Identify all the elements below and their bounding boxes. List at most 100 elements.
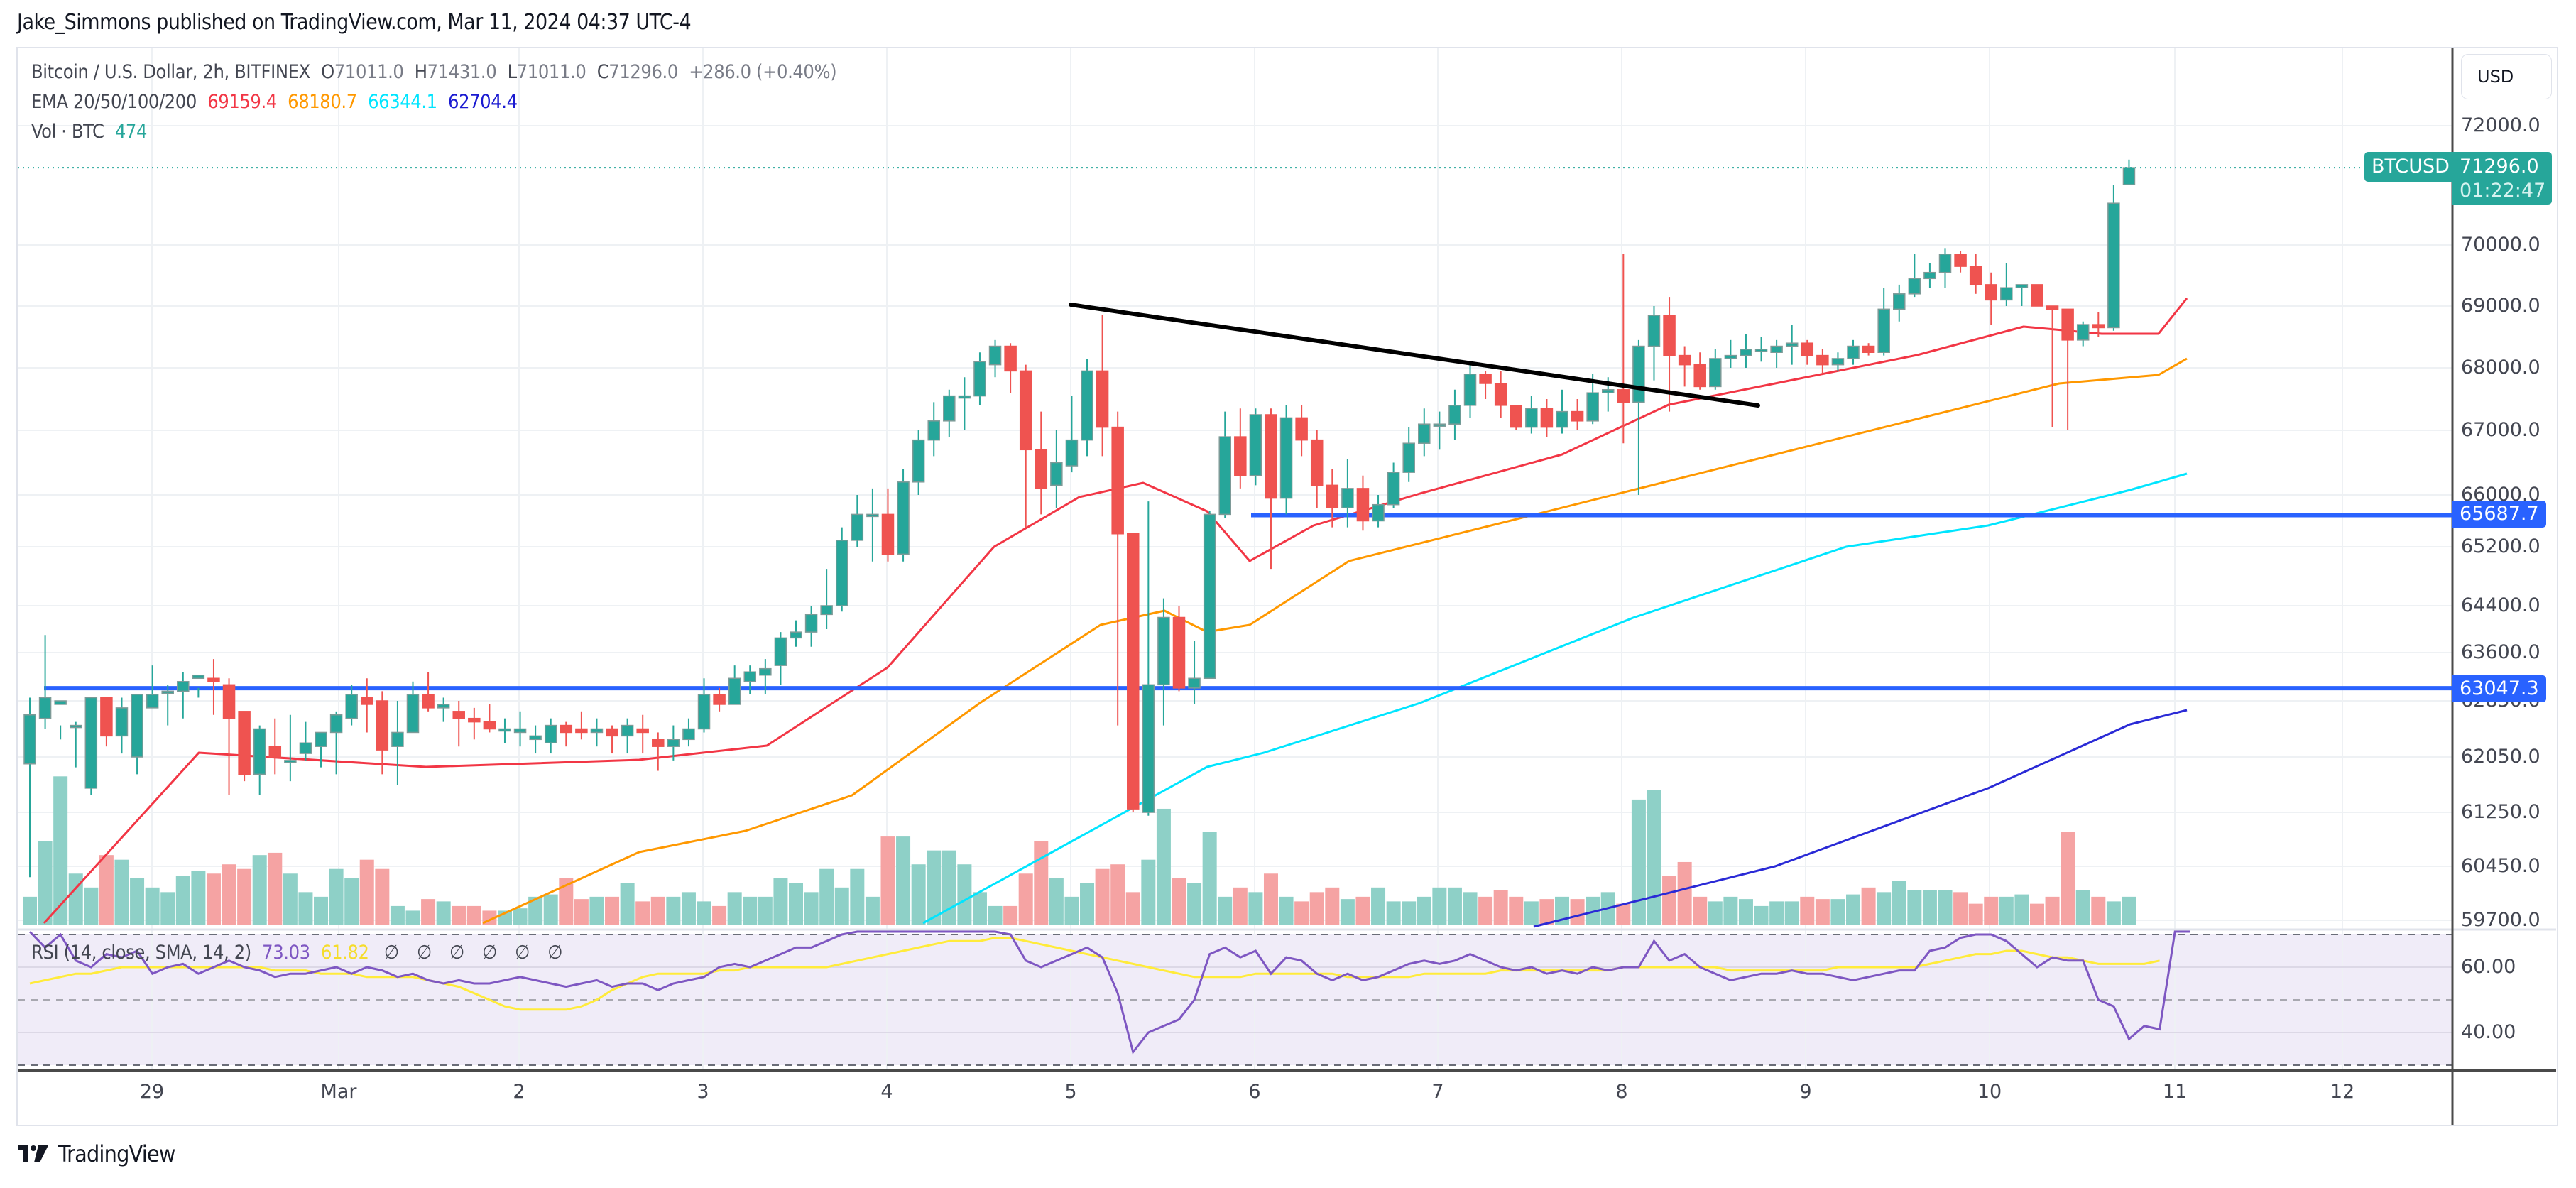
candle-body — [452, 711, 465, 719]
candle-body — [1433, 423, 1446, 427]
volume-bar — [865, 896, 880, 925]
candle-body — [1877, 308, 1890, 354]
volume-bar — [390, 905, 405, 925]
candle-body — [1785, 342, 1799, 347]
candle-body — [1310, 439, 1324, 486]
volume-bar — [421, 899, 436, 925]
candle-body — [2122, 167, 2136, 185]
candle-body — [1540, 408, 1554, 428]
ema50-line — [482, 357, 2188, 925]
candle-body — [575, 728, 588, 734]
candle-body — [943, 395, 956, 422]
volume-bar — [1846, 894, 1861, 925]
ema200-value: 62704.4 — [448, 91, 518, 113]
volume-bar — [1386, 901, 1401, 925]
volume-bar — [2045, 896, 2060, 925]
candle-body — [2000, 287, 2013, 301]
volume-bar — [1784, 901, 1799, 925]
candle-body — [1816, 354, 1829, 366]
volume-bar — [237, 868, 252, 925]
volume-bar — [834, 887, 849, 925]
volume-bar — [1723, 896, 1738, 925]
volume-bar — [1371, 887, 1386, 925]
current-price-value: 71296.0 — [2460, 156, 2539, 178]
volume-bar — [850, 868, 865, 925]
price-tick-label: 72000.0 — [2461, 114, 2540, 136]
symbol-price-tag: BTCUSD — [2364, 152, 2457, 182]
candle-body — [498, 728, 511, 732]
price-tick-label: 67000.0 — [2461, 419, 2540, 441]
volume-bar — [635, 901, 650, 925]
volume-bar — [1172, 878, 1186, 925]
candle-body — [1065, 439, 1079, 467]
time-tick-label: 8 — [1615, 1081, 1628, 1103]
price-change: +286.0 (+0.40%) — [689, 61, 837, 83]
volume-bar — [405, 910, 420, 925]
candle-body — [1678, 354, 1691, 366]
candle-body — [1985, 284, 1997, 301]
volume-bar — [1309, 892, 1324, 925]
descending-trendline[interactable] — [1069, 303, 1760, 408]
symbol-legend[interactable]: Bitcoin / U.S. Dollar, 2h, BITFINEX O710… — [31, 61, 837, 83]
candle-body — [774, 637, 787, 666]
ema20-value: 69159.4 — [207, 91, 277, 113]
volume-bar — [1738, 899, 1753, 925]
candle-body — [406, 694, 420, 734]
candle-body — [835, 540, 848, 606]
volume-bar — [1984, 896, 1999, 925]
volume-bar — [1110, 864, 1125, 925]
candle-body — [1954, 254, 1967, 267]
candle-body — [1862, 345, 1875, 353]
volume-bar — [1003, 905, 1018, 925]
level-tag-63047: 63047.3 — [2452, 675, 2546, 702]
rsi-legend[interactable]: RSI (14, close, SMA, 14, 2) 73.03 61.82 … — [31, 942, 568, 964]
volume-bar — [1509, 896, 1524, 925]
volume-bar — [1754, 905, 1769, 925]
candle-body — [820, 605, 833, 616]
volume-bar — [972, 892, 987, 925]
candle-body — [1004, 345, 1017, 372]
candle-body — [621, 724, 634, 737]
volume-bar — [99, 855, 114, 925]
candle-body — [161, 690, 174, 694]
candle-body — [1448, 405, 1461, 425]
currency-selector[interactable]: USD — [2461, 54, 2552, 99]
candle-body — [1969, 266, 1982, 285]
ema-legend[interactable]: EMA 20/50/100/200 69159.4 68180.7 66344.… — [31, 91, 523, 113]
candle-body — [2061, 308, 2074, 341]
candle-body — [268, 746, 282, 758]
volume-bar — [712, 905, 727, 925]
volume-bar — [252, 855, 267, 925]
rsi-empty-value: ∅ — [547, 942, 563, 964]
volume-bar — [329, 868, 344, 925]
candle-body — [1418, 423, 1431, 444]
candle-body — [1142, 684, 1155, 813]
candle-body — [376, 700, 389, 751]
candle-body — [38, 697, 52, 719]
candle-body — [1402, 442, 1415, 473]
rsi-empty-value: ∅ — [449, 942, 464, 964]
time-tick-label: 12 — [2330, 1081, 2355, 1103]
volume-bar — [957, 864, 972, 925]
time-tick-label: 2 — [513, 1081, 525, 1103]
volume-bar — [1647, 790, 1661, 925]
volume-bar — [2075, 890, 2090, 925]
volume-bar — [145, 887, 160, 925]
volume-bar — [1953, 892, 1968, 925]
volume-bar — [1830, 899, 1845, 925]
tradingview-logo[interactable]: TradingView — [18, 1140, 175, 1167]
candle-body — [1372, 503, 1385, 522]
time-tick-label: 3 — [697, 1081, 709, 1103]
volume-bar — [84, 887, 99, 925]
volume-legend[interactable]: Vol · BTC 474 — [31, 121, 153, 143]
candle-body — [1510, 405, 1523, 428]
candle-body — [2092, 324, 2105, 329]
ema20-line — [43, 298, 2188, 925]
candle-body — [192, 674, 205, 680]
volume-bar — [1586, 896, 1600, 925]
price-tick-label: 63600.0 — [2461, 641, 2540, 663]
volume-bar — [1815, 899, 1830, 925]
candle-body — [2107, 202, 2120, 329]
candle-body — [759, 667, 772, 676]
